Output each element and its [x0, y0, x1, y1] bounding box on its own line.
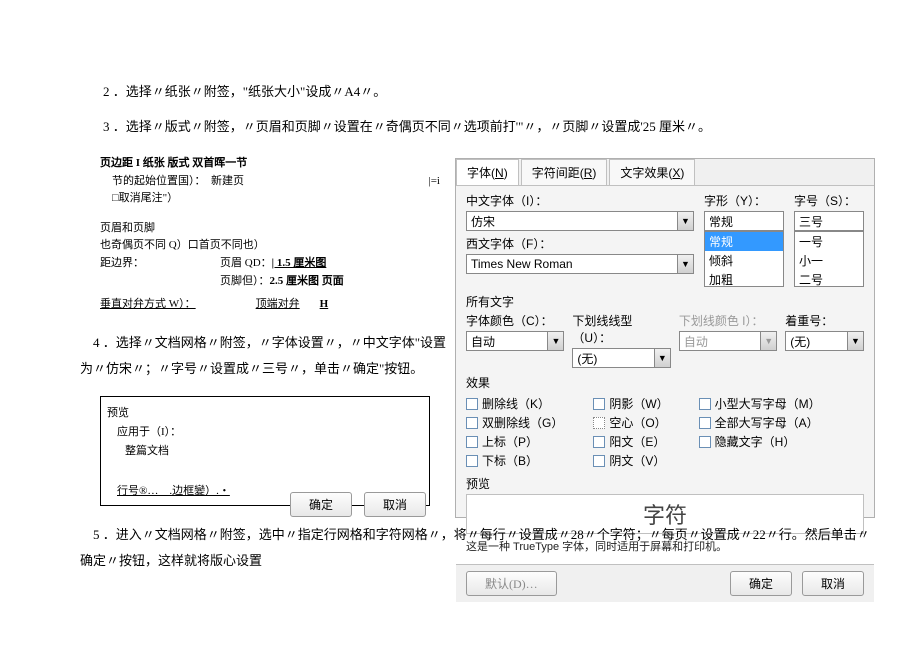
chk-hidden[interactable]: 隐藏文字（H）	[699, 433, 821, 450]
layout-title: 页边距 I 纸张 版式 双首晖一节	[100, 155, 440, 173]
tab-text-effect[interactable]: 文字效果(X)	[609, 159, 695, 185]
style-label: 字形（Y）：	[704, 192, 784, 209]
cancel-button[interactable]: 取消	[364, 492, 426, 517]
valign-label: 垂直对弁方式 W）：	[100, 296, 196, 314]
en-font-combo[interactable]: Times New Roman▼	[466, 254, 694, 274]
chk-emboss[interactable]: 阳文（E）	[593, 433, 668, 450]
chk-smallcaps[interactable]: 小型大写字母（M）	[699, 395, 821, 412]
style-field[interactable]: 常规	[704, 211, 784, 231]
dist-edge-label: 距边界：	[100, 255, 220, 273]
chk-strike[interactable]: 删除线（K）	[466, 395, 563, 412]
footer-label: 页脚但）：	[220, 273, 270, 291]
dialog-cancel-button[interactable]: 取消	[802, 571, 864, 596]
underline-color-combo[interactable]: 自动▼	[679, 331, 777, 351]
marker: |=i	[429, 173, 440, 191]
emphasis-combo[interactable]: (无)▼	[785, 331, 864, 351]
cn-font-combo[interactable]: 仿宋▼	[466, 211, 694, 231]
chk-dstrike[interactable]: 双删除线（G）	[466, 414, 563, 431]
emphasis-label: 着重号：	[785, 312, 864, 329]
preview-label: 预览	[466, 475, 864, 492]
effects-label: 效果	[466, 374, 864, 391]
scope: 整篇文档	[125, 442, 423, 458]
apply-to: 应用于（I）：	[117, 423, 423, 439]
valign-value: 顶端对弁	[256, 296, 300, 314]
chk-shadow[interactable]: 阴影（W）	[593, 395, 668, 412]
chk-sup[interactable]: 上标（P）	[466, 433, 563, 450]
en-font-label: 西文字体（F）：	[466, 235, 694, 252]
list-item[interactable]: 倾斜	[705, 251, 783, 270]
chevron-down-icon: ▼	[547, 332, 563, 350]
size-field[interactable]: 三号	[794, 211, 864, 231]
h-mark: H	[320, 296, 329, 314]
tab-font[interactable]: 字体(N)	[456, 159, 519, 185]
tab-spacing[interactable]: 字符间距(R)	[521, 159, 608, 185]
layout-settings-box: 页边距 I 纸张 版式 双首晖一节 节的起始位置国）： 新建页 |=i □取消尾…	[100, 155, 440, 314]
font-color-label: 字体颜色（C）：	[466, 312, 564, 329]
default-button[interactable]: 默认(D)…	[466, 571, 557, 596]
odd-even: 也奇偶页不同 Q）口首页不同也）	[100, 237, 440, 255]
list-item[interactable]: 加粗	[705, 270, 783, 287]
footer-value: 2.5 厘米图 页面	[270, 273, 344, 291]
list-item[interactable]: 二号	[795, 270, 863, 287]
section-start: 节的起始位置国）： 新建页	[112, 173, 244, 191]
list-item[interactable]: 小一	[795, 251, 863, 270]
all-text-label: 所有文字	[466, 293, 864, 310]
preview-box: 预览 应用于（I）： 整篇文档 行号®… .边框變）.・	[100, 396, 430, 506]
list-item[interactable]: 一号	[795, 232, 863, 251]
font-dialog: 字体(N) 字符间距(R) 文字效果(X) 中文字体（I）： 仿宋▼ 西文字体（…	[455, 158, 875, 518]
intro-line-2: 2 ．选择〃纸张〃附签，"纸张大小"设成〃A4〃。	[90, 80, 840, 103]
list-item[interactable]: 常规	[705, 232, 783, 251]
chevron-down-icon: ▼	[654, 349, 670, 367]
style-listbox[interactable]: 常规 倾斜 加粗 加粗 倾斜	[704, 231, 784, 287]
header-footer-title: 页眉和页脚	[100, 220, 440, 238]
chk-outline[interactable]: 空心（O）	[593, 414, 668, 431]
chk-allcaps[interactable]: 全部大写字母（A）	[699, 414, 821, 431]
underline-combo[interactable]: (无)▼	[572, 348, 670, 368]
cancel-endnote: □取消尾注"）	[112, 190, 440, 208]
header-value: | 1.5 厘米图	[272, 255, 327, 273]
chevron-down-icon: ▼	[677, 212, 693, 230]
chevron-down-icon: ▼	[677, 255, 693, 273]
dialog-tabs: 字体(N) 字符间距(R) 文字效果(X)	[456, 159, 874, 186]
ok-button[interactable]: 确定	[290, 492, 352, 517]
dialog-ok-button[interactable]: 确定	[730, 571, 792, 596]
underline-label: 下划线线型（U）：	[572, 312, 670, 346]
underline-color-label: 下划线颜色 I）：	[679, 312, 777, 329]
step-5-text: 5 ．进入〃文档网格〃附签，选中〃指定行网格和字符网格〃，将〃每行〃设置成〃28…	[80, 522, 880, 574]
chevron-down-icon: ▼	[760, 332, 776, 350]
chk-engrave[interactable]: 阴文（V）	[593, 452, 668, 469]
preview-title: 预览	[107, 404, 423, 420]
size-listbox[interactable]: 一号 小一 二号 小二 三号	[794, 231, 864, 287]
header-qd-label: 页眉 QD：	[220, 255, 272, 273]
font-color-combo[interactable]: 自动▼	[466, 331, 564, 351]
intro-line-3: 3 ．选择〃版式〃附签，〃页眉和页脚〃设置在〃奇偶页不同〃选项前打'"〃，〃页脚…	[90, 115, 840, 138]
size-label: 字号（S）：	[794, 192, 864, 209]
chk-sub[interactable]: 下标（B）	[466, 452, 563, 469]
cn-font-label: 中文字体（I）：	[466, 192, 694, 209]
step-4-text: 4 ．选择〃文档网格〃附签，〃字体设置〃，〃中文字体"设置为〃仿宋〃；〃字号〃设…	[80, 330, 450, 382]
chevron-down-icon: ▼	[847, 332, 863, 350]
